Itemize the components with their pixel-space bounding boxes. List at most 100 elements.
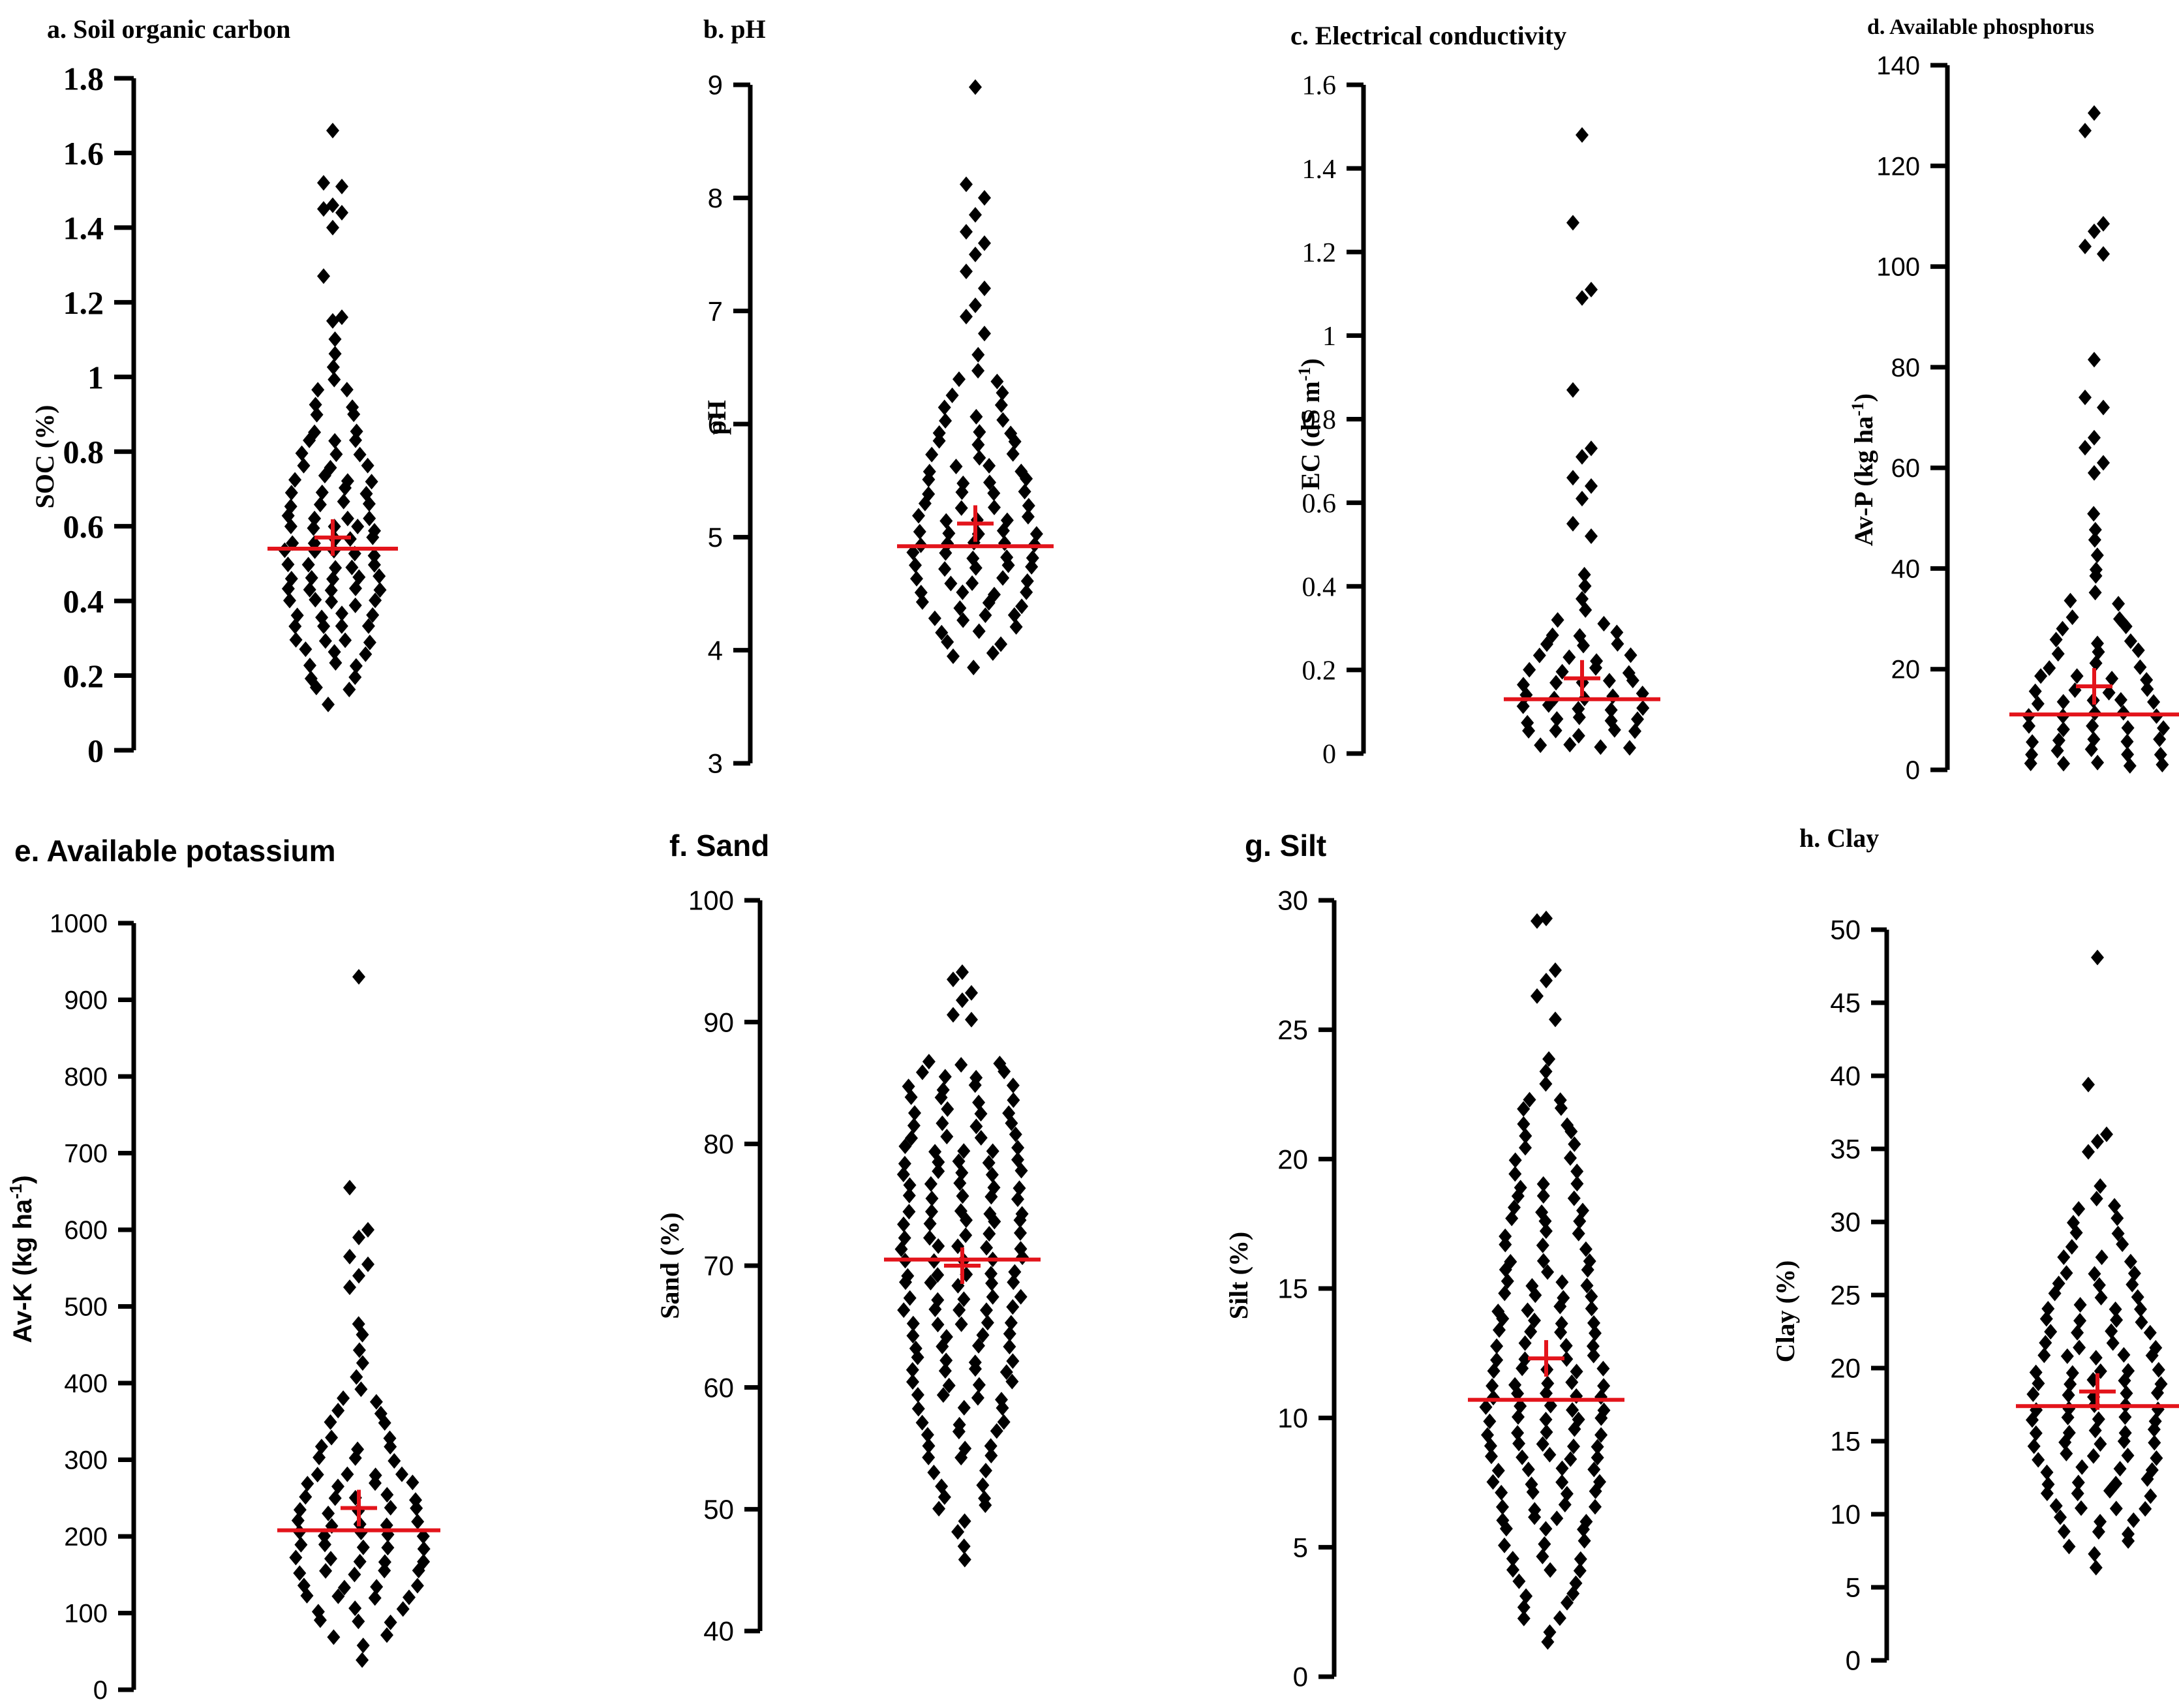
data-point — [396, 1601, 410, 1617]
data-point — [1610, 624, 1624, 641]
data-point — [324, 1414, 337, 1430]
data-point — [2131, 1289, 2144, 1305]
outlier-point — [1566, 215, 1579, 231]
data-point — [928, 610, 941, 626]
data-point — [325, 1429, 339, 1446]
data-point — [1539, 1063, 1553, 1080]
y-tick-label: 7 — [708, 296, 723, 326]
y-tick-label: 5 — [1846, 1572, 1861, 1603]
data-point — [972, 1377, 986, 1393]
data-points — [1479, 910, 1611, 1650]
data-point — [301, 557, 315, 573]
data-point — [958, 1513, 971, 1529]
data-point — [984, 1438, 998, 1454]
summary-markers — [2009, 667, 2179, 717]
data-point — [2126, 1276, 2139, 1292]
data-point — [2028, 683, 2042, 699]
outlier-point — [2082, 1076, 2095, 1093]
y-tick-label: 1.6 — [1302, 71, 1337, 101]
data-point — [2072, 1201, 2086, 1217]
outlier-point — [978, 190, 991, 206]
y-tick-label: 1 — [1322, 322, 1336, 352]
y-tick-label: 1.2 — [63, 284, 104, 321]
y-tick-label: 40 — [1830, 1061, 1861, 1091]
y-tick-label: 50 — [1830, 915, 1861, 945]
data-point — [1006, 1299, 1020, 1315]
data-point — [952, 371, 966, 388]
data-point — [1483, 1413, 1497, 1429]
outlier-point — [960, 309, 973, 325]
y-tick-label: 100 — [64, 1600, 108, 1628]
outlier-point — [1585, 440, 1598, 457]
outlier-point — [2088, 352, 2101, 368]
data-point — [971, 436, 985, 453]
data-point — [2106, 1335, 2120, 1351]
data-point — [2089, 1350, 2103, 1366]
outlier-point — [1576, 491, 1589, 507]
data-point — [1541, 1375, 1555, 1392]
data-point — [2090, 547, 2104, 564]
y-tick-label: 1 — [87, 359, 104, 395]
data-point — [288, 618, 302, 634]
data-point — [2064, 592, 2077, 609]
data-point — [2057, 1523, 2071, 1540]
data-point — [349, 658, 363, 674]
data-point — [1543, 1446, 1557, 1463]
data-point — [936, 1115, 949, 1131]
data-point — [322, 696, 335, 712]
data-point — [1029, 526, 1043, 542]
y-tick-label: 0 — [1906, 756, 1920, 785]
data-point — [2065, 1365, 2079, 1381]
data-point — [1498, 1285, 1512, 1302]
outlier-point — [1566, 515, 1579, 532]
data-point — [283, 592, 296, 609]
y-tick-label: 1.4 — [63, 209, 104, 246]
data-point — [403, 1589, 416, 1606]
data-point — [341, 510, 354, 526]
data-point — [1512, 1409, 1525, 1425]
data-point — [353, 446, 367, 463]
y-tick-label: 120 — [1876, 152, 1920, 181]
data-point — [1559, 1337, 1573, 1354]
data-point — [908, 1105, 921, 1121]
data-point — [294, 1536, 308, 1553]
data-point — [361, 457, 374, 474]
data-point — [2135, 1314, 2148, 1330]
data-point — [2073, 1313, 2087, 1329]
y-tick-label: 0 — [87, 733, 104, 769]
y-tick-label: 100 — [1876, 253, 1920, 282]
data-point — [940, 1129, 954, 1145]
panel-soil-organic-carbon: a. Soil organic carbon SOC (%) 0 0.2 0.4 0.… — [30, 14, 398, 769]
data-point — [2147, 694, 2161, 710]
data-point — [2114, 692, 2127, 708]
data-point — [1006, 1077, 1020, 1093]
outlier-point — [965, 1011, 978, 1028]
data-point — [2094, 1514, 2107, 1530]
summary-markers — [897, 505, 1054, 549]
data-point — [353, 1553, 367, 1570]
y-tick-label: 8 — [708, 183, 723, 213]
data-points — [906, 79, 1043, 676]
y-tick-label: 50 — [703, 1494, 734, 1525]
y-tick-label: 0 — [1322, 740, 1336, 770]
data-point — [1574, 1551, 1587, 1567]
y-tick-label: 0 — [1846, 1645, 1861, 1676]
data-point — [2110, 1210, 2124, 1227]
outlier-point — [1549, 1011, 1562, 1028]
data-point — [925, 1204, 938, 1220]
summary-markers — [2016, 1373, 2179, 1410]
outlier-point — [2079, 238, 2092, 254]
data-point — [2040, 1464, 2054, 1480]
y-tick-label: 10 — [1277, 1403, 1308, 1433]
data-point — [388, 1453, 401, 1469]
y-tick-label: 4 — [708, 635, 723, 665]
y-tick-label: 0.4 — [1302, 572, 1337, 602]
data-point — [2112, 596, 2126, 612]
data-point — [2031, 695, 2045, 712]
data-point — [311, 382, 325, 398]
data-point — [984, 1266, 998, 1282]
data-point — [983, 457, 996, 474]
data-point — [2057, 755, 2070, 772]
outlier-point — [2088, 105, 2101, 121]
y-tick-label: 200 — [64, 1523, 108, 1551]
